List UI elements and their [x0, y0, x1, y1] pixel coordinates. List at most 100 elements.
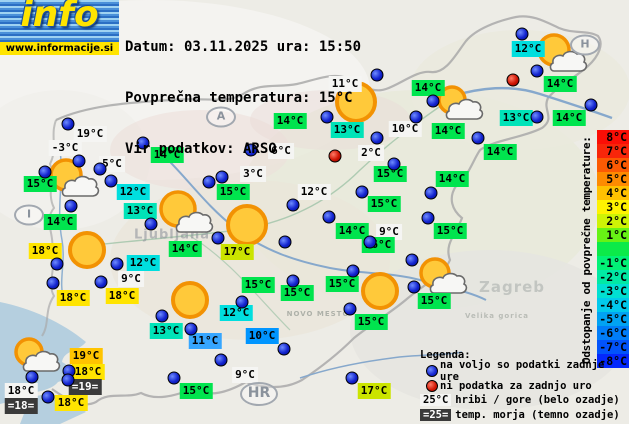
- station-dot-blue: [345, 371, 359, 385]
- station-dot-blue: [214, 353, 228, 367]
- station-dot-blue: [155, 309, 169, 323]
- temp-label: 18°C: [28, 243, 62, 259]
- sun-icon: [360, 271, 400, 315]
- temp-label: 9°C: [376, 224, 402, 240]
- colorbar-cell: -2°C: [597, 270, 629, 284]
- legend-item-text: ni podatka za zadnjo uro: [440, 379, 592, 392]
- temp-label: 14°C: [543, 76, 577, 92]
- station-dot-blue: [471, 131, 485, 145]
- station-dot-blue: [407, 280, 421, 294]
- station-dot-blue: [363, 235, 377, 249]
- station-dot-blue: [235, 295, 249, 309]
- station-dot-blue: [38, 165, 52, 179]
- colorbar-cell: -3°C: [597, 284, 629, 298]
- station-dot-blue: [387, 157, 401, 171]
- station-dot-blue: [370, 131, 384, 145]
- station-dot-blue: [277, 342, 291, 356]
- temp-label: 17°C: [357, 383, 391, 399]
- colorbar-cell: 3°C: [597, 200, 629, 214]
- colorbar-cell: 7°C: [597, 144, 629, 158]
- colorbar-title: Odstopanje od povprečne temperature:: [580, 136, 593, 364]
- temp-label: 13°C: [499, 110, 533, 126]
- station-dot-red: [328, 149, 342, 163]
- legend-item-text: hribi / gore (belo ozadje): [455, 394, 620, 407]
- temp-label: 12°C: [116, 184, 150, 200]
- sun-cloud-icon: [418, 256, 470, 300]
- legend-item: na voljo so podatki zadnje ure: [420, 359, 629, 383]
- station-dot-blue: [50, 257, 64, 271]
- station-dot-blue: [94, 275, 108, 289]
- sun-icon: [67, 230, 107, 274]
- temp-label: 11°C: [328, 76, 362, 92]
- temp-label: 14°C: [150, 147, 184, 163]
- station-dot-red: [506, 73, 520, 87]
- sun-cloud-icon: [48, 157, 102, 203]
- temp-label: 14°C: [552, 110, 586, 126]
- temp-label: 15°C: [241, 277, 275, 293]
- colorbar-cell: -5°C: [597, 312, 629, 326]
- station-dot-blue: [72, 154, 86, 168]
- station-dot-blue: [355, 185, 369, 199]
- colorbar-cell: -4°C: [597, 298, 629, 312]
- station-dot-blue: [405, 253, 419, 267]
- station-dot-blue: [421, 211, 435, 225]
- logo-text: info: [20, 0, 99, 35]
- temp-label: 10°C: [388, 121, 422, 137]
- temp-label: 15°C: [23, 176, 57, 192]
- station-dot-blue: [25, 370, 39, 384]
- temp-label: 10°C: [245, 328, 279, 344]
- legend-item: ni podatka za zadnjo uro: [420, 379, 629, 394]
- site-logo[interactable]: info www.informacije.si: [0, 0, 119, 55]
- colorbar-cell: 2°C: [597, 214, 629, 228]
- temp-label: 18°C: [54, 395, 88, 411]
- station-dot-blue: [211, 231, 225, 245]
- header-date: Datum: 03.11.2025 ura: 15:50: [125, 39, 362, 55]
- legend-blue-dot-icon: [426, 365, 438, 378]
- place-label: Velika gorica: [465, 312, 529, 320]
- temp-label: 15°C: [216, 184, 250, 200]
- station-dot-blue: [144, 217, 158, 231]
- colorbar-cell: 5°C: [597, 172, 629, 186]
- temp-label: 19°C: [69, 348, 103, 364]
- temp-label: 18°C: [4, 383, 38, 399]
- colorbar-cell: 4°C: [597, 186, 629, 200]
- station-dot-blue: [202, 175, 216, 189]
- station-dot-blue: [426, 94, 440, 108]
- sun-icon: [170, 280, 210, 324]
- place-label: Zagreb: [478, 278, 546, 296]
- temp-label: 13°C: [149, 323, 183, 339]
- logo-url-link[interactable]: www.informacije.si: [0, 42, 119, 55]
- sun-cloud-icon: [158, 189, 216, 239]
- temp-label: 14°C: [168, 241, 202, 257]
- temp-label: 9°C: [232, 367, 258, 383]
- station-dot-blue: [409, 110, 423, 124]
- station-dot-blue: [515, 27, 529, 41]
- legend-sea-chip: =25=: [420, 408, 452, 421]
- temp-label: 12°C: [219, 305, 253, 321]
- station-dot-blue: [104, 174, 118, 188]
- temp-label: 15°C: [280, 285, 314, 301]
- station-dot-blue: [64, 199, 78, 213]
- temp-label: 9°C: [118, 271, 144, 287]
- temp-label: 18°C: [105, 288, 139, 304]
- station-dot-blue: [370, 68, 384, 82]
- temp-label: 15°C: [325, 276, 359, 292]
- station-dot-blue: [346, 264, 360, 278]
- temp-label: 14°C: [483, 144, 517, 160]
- country-sign-i: I: [14, 204, 44, 226]
- legend-item: =25= temp. morja (temno ozadje): [420, 408, 629, 423]
- temp-label: 13°C: [330, 122, 364, 138]
- temp-label: 6°C: [268, 143, 294, 159]
- temp-label: 14°C: [431, 123, 465, 139]
- legend-mountain-chip: 25°C: [420, 394, 452, 407]
- sun-cloud-icon: [536, 32, 590, 78]
- temp-label: 15°C: [433, 223, 467, 239]
- station-dot-blue: [215, 170, 229, 184]
- temp-label: -3°C: [48, 140, 82, 156]
- temp-label: 14°C: [335, 223, 369, 239]
- sun-cloud-icon: [436, 84, 486, 126]
- header-average-temp: Povprečna temperatura: 15°C: [125, 90, 353, 106]
- temp-label: 2°C: [358, 145, 384, 161]
- colorbar-cell: 6°C: [597, 158, 629, 172]
- legend-item: 25°C hribi / gore (belo ozadje): [420, 393, 629, 408]
